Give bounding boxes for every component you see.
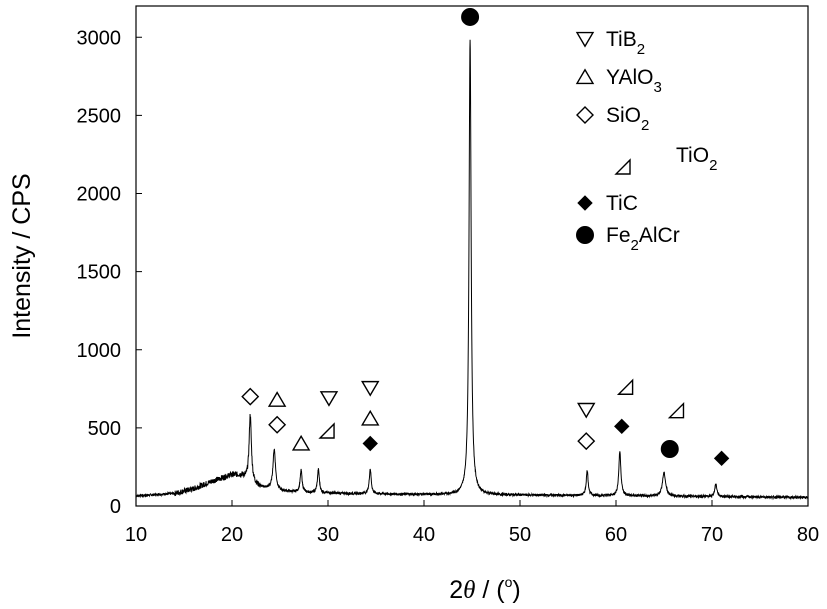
x-axis-title-suffix: ) [512,576,520,604]
peak-marker-tri-up [267,391,287,407]
x-tick-label: 40 [413,524,435,546]
y-tick-label: 500 [88,418,121,440]
x-axis-title-prefix: 2 [449,576,463,604]
peak-marker-diamond-filled [614,418,630,435]
legend-item: TiC [577,192,638,215]
peak-marker-diamond-open [241,387,260,406]
legend: TiB2 YAlO3 SiO2 TiO2 TiC Fe2AlCr [575,28,717,254]
legend-label: TiC [606,192,638,215]
legend-marker-tri-down [575,31,595,48]
peak-marker-diamond-filled [362,435,378,452]
peak-marker-right-tri [616,378,634,395]
y-tick-label: 1000 [77,340,122,362]
legend-item: TiB2 [575,28,645,58]
x-axis-title-theta: θ [463,577,475,604]
legend-item: TiO2 [614,144,717,175]
legend-label: TiB2 [606,28,645,58]
peak-marker-circle-filled [660,439,679,458]
peak-marker-diamond-open [268,415,287,434]
x-axis-ticks: 10 20 30 40 50 60 70 80 [125,500,819,546]
xrd-pattern-line [135,39,809,501]
legend-label: YAlO3 [606,66,662,96]
peak-markers [241,7,730,467]
legend-marker-circle-filled [576,226,594,244]
peak-marker-diamond-filled [713,450,730,467]
peak-marker-right-tri [318,422,335,439]
peak-marker-right-tri [667,401,685,419]
x-tick-label: 20 [221,524,243,546]
spectrum-layer [135,39,809,501]
peak-marker-tri-down [319,391,339,407]
y-tick-label: 3000 [77,27,122,49]
x-tick-label: 50 [509,524,531,546]
x-tick-label: 80 [797,524,819,546]
peak-marker-tri-down [577,402,596,419]
legend-label: TiO2 [676,144,717,174]
legend-item: SiO2 [576,104,649,134]
x-tick-label: 70 [701,524,723,546]
x-tick-label: 60 [605,524,627,546]
legend-item: YAlO3 [575,66,662,96]
legend-label: Fe2AlCr [606,224,680,254]
x-axis-title-mid: / ( [475,576,505,604]
legend-label: SiO2 [606,104,649,134]
x-axis-title-degree: o [505,574,513,590]
legend-marker-tri-up [575,68,595,85]
y-tick-label: 0 [110,496,121,518]
peak-marker-tri-down [361,380,380,397]
legend-marker-diamond-filled [577,195,593,211]
legend-item: Fe2AlCr [576,224,680,254]
x-tick-label: 30 [317,524,339,546]
x-tick-label: 10 [125,524,147,546]
y-axis-ticks: 0 500 1000 1500 2000 2500 3000 [77,27,142,518]
y-tick-label: 2500 [77,105,122,127]
peak-marker-circle-filled [461,7,480,26]
y-axis-title: Intensity / CPS [8,173,36,338]
plot-frame [135,5,809,507]
x-axis-title: 2θ / (o) [449,574,520,604]
legend-marker-diamond-open [576,106,594,124]
peak-marker-tri-up [361,409,380,426]
legend-marker-right-tri [614,158,631,175]
peak-marker-diamond-open [577,432,596,451]
peak-marker-tri-up [291,434,311,451]
y-tick-label: 2000 [77,184,122,206]
y-tick-label: 1500 [77,262,122,284]
